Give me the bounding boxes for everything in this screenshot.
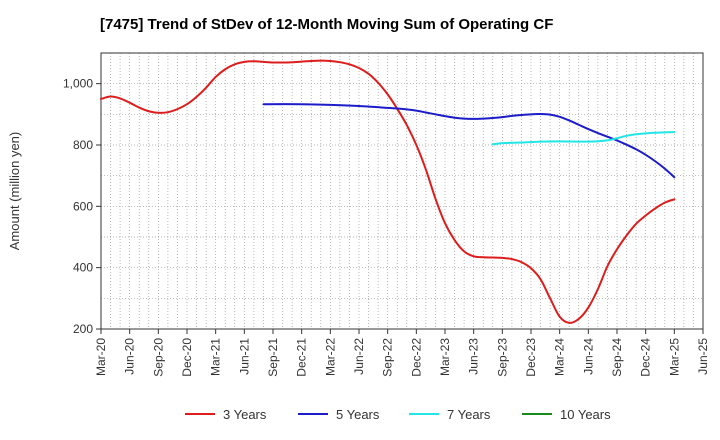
x-tick-label: Dec-20 bbox=[180, 338, 194, 377]
x-tick-label: Mar-23 bbox=[438, 338, 452, 376]
x-tick-label: Jun-24 bbox=[581, 338, 595, 375]
x-axis: Mar-20 Jun-20 Sep-20 Dec-20 Mar-21 Jun-21 Sep-… bbox=[94, 329, 710, 377]
chart-title: [7475] Trend of StDev of 12-Month Moving… bbox=[100, 16, 553, 33]
legend-label-7-years: 7 Years bbox=[447, 407, 491, 422]
x-tick-label: Mar-24 bbox=[553, 338, 567, 376]
x-tick-label: Mar-25 bbox=[667, 338, 681, 376]
x-tick-label: Mar-20 bbox=[94, 338, 108, 376]
y-tick-label: 400 bbox=[73, 261, 93, 275]
x-tick-label: Sep-20 bbox=[151, 338, 165, 377]
x-tick-label: Jun-23 bbox=[467, 338, 481, 375]
x-tick-label: Mar-21 bbox=[209, 338, 223, 376]
y-axis-label: Amount (million yen) bbox=[7, 132, 22, 251]
x-tick-label: Jun-21 bbox=[237, 338, 251, 375]
series-line-5-years bbox=[262, 103, 676, 179]
legend-label-10-years: 10 Years bbox=[560, 407, 611, 422]
series-line-7-years bbox=[491, 131, 676, 146]
y-tick-label: 1,000 bbox=[63, 77, 93, 91]
x-tick-label: Sep-24 bbox=[610, 338, 624, 377]
x-tick-label: Dec-22 bbox=[409, 338, 423, 377]
series-group bbox=[100, 59, 676, 324]
legend: 3 Years 5 Years 7 Years 10 Years bbox=[185, 407, 611, 422]
series-line-3-years bbox=[100, 59, 676, 324]
x-tick-label: Jun-22 bbox=[352, 338, 366, 375]
y-tick-label: 800 bbox=[73, 138, 93, 152]
grid bbox=[101, 53, 703, 329]
x-tick-label: Sep-22 bbox=[381, 338, 395, 377]
x-tick-label: Jun-20 bbox=[123, 338, 137, 375]
x-tick-label: Sep-21 bbox=[266, 338, 280, 377]
legend-label-3-years: 3 Years bbox=[223, 407, 267, 422]
x-tick-label: Dec-21 bbox=[295, 338, 309, 377]
x-tick-label: Dec-23 bbox=[524, 338, 538, 377]
x-tick-label: Jun-25 bbox=[696, 338, 710, 375]
x-tick-label: Dec-24 bbox=[639, 338, 653, 377]
plot-area bbox=[100, 52, 704, 330]
x-tick-label: Mar-22 bbox=[323, 338, 337, 376]
legend-label-5-years: 5 Years bbox=[336, 407, 380, 422]
y-tick-label: 200 bbox=[73, 322, 93, 336]
x-tick-label: Sep-23 bbox=[495, 338, 509, 377]
y-tick-label: 600 bbox=[73, 199, 93, 213]
y-axis: 200 400 600 800 1,000 bbox=[63, 77, 101, 336]
